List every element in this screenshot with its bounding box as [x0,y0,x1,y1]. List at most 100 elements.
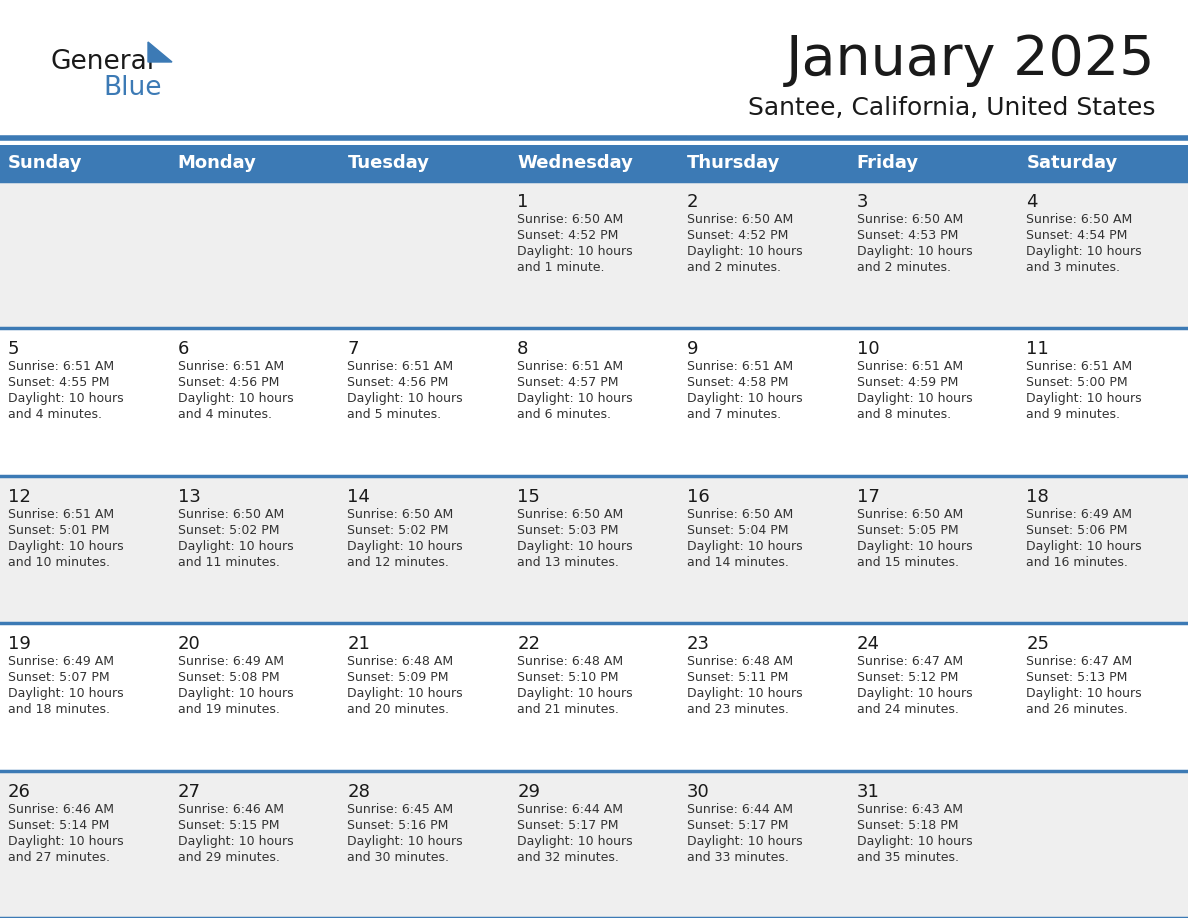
Text: Sunrise: 6:50 AM: Sunrise: 6:50 AM [687,508,794,521]
Text: Sunset: 5:17 PM: Sunset: 5:17 PM [687,819,789,832]
Text: Sunrise: 6:47 AM: Sunrise: 6:47 AM [857,655,962,668]
Text: and 2 minutes.: and 2 minutes. [857,261,950,274]
Text: and 21 minutes.: and 21 minutes. [517,703,619,716]
Text: January 2025: January 2025 [785,33,1155,87]
Text: and 12 minutes.: and 12 minutes. [347,555,449,569]
Bar [340,145,510,181]
Text: Daylight: 10 hours: Daylight: 10 hours [857,688,972,700]
Text: Sunset: 4:52 PM: Sunset: 4:52 PM [517,229,619,242]
Text: Sunrise: 6:49 AM: Sunrise: 6:49 AM [1026,508,1132,521]
Text: Sunrise: 6:48 AM: Sunrise: 6:48 AM [347,655,454,668]
Text: Daylight: 10 hours: Daylight: 10 hours [857,392,972,406]
Text: Daylight: 10 hours: Daylight: 10 hours [517,688,633,700]
Text: Sunset: 5:05 PM: Sunset: 5:05 PM [857,524,959,537]
Text: and 13 minutes.: and 13 minutes. [517,555,619,569]
Text: Daylight: 10 hours: Daylight: 10 hours [857,540,972,553]
Text: Sunset: 5:04 PM: Sunset: 5:04 PM [687,524,789,537]
Text: Daylight: 10 hours: Daylight: 10 hours [178,834,293,847]
Text: Daylight: 10 hours: Daylight: 10 hours [178,688,293,700]
Text: Sunrise: 6:51 AM: Sunrise: 6:51 AM [687,361,792,374]
Text: Friday: Friday [857,154,918,172]
Text: Sunset: 5:12 PM: Sunset: 5:12 PM [857,671,958,684]
Text: 25: 25 [1026,635,1049,654]
Text: and 4 minutes.: and 4 minutes. [178,409,272,421]
Text: and 23 minutes.: and 23 minutes. [687,703,789,716]
Text: Daylight: 10 hours: Daylight: 10 hours [1026,245,1142,258]
Bar [0,476,1188,623]
Text: Sunrise: 6:50 AM: Sunrise: 6:50 AM [857,508,962,521]
Text: Sunset: 5:16 PM: Sunset: 5:16 PM [347,819,449,832]
Text: 4: 4 [1026,193,1038,211]
Text: Sunset: 4:56 PM: Sunset: 4:56 PM [178,376,279,389]
Text: 12: 12 [8,487,31,506]
Text: Sunset: 5:18 PM: Sunset: 5:18 PM [857,819,958,832]
Text: Daylight: 10 hours: Daylight: 10 hours [857,245,972,258]
Text: and 6 minutes.: and 6 minutes. [517,409,611,421]
Text: and 26 minutes.: and 26 minutes. [1026,703,1129,716]
Text: Wednesday: Wednesday [517,154,633,172]
Text: Daylight: 10 hours: Daylight: 10 hours [178,540,293,553]
Bar [0,329,1188,476]
Text: 6: 6 [178,341,189,358]
Text: 15: 15 [517,487,541,506]
Text: 11: 11 [1026,341,1049,358]
Text: and 14 minutes.: and 14 minutes. [687,555,789,569]
Text: Daylight: 10 hours: Daylight: 10 hours [347,688,463,700]
Text: and 24 minutes.: and 24 minutes. [857,703,959,716]
Text: Sunset: 5:07 PM: Sunset: 5:07 PM [8,671,109,684]
Text: 14: 14 [347,487,371,506]
Text: Sunset: 4:59 PM: Sunset: 4:59 PM [857,376,958,389]
Text: 7: 7 [347,341,359,358]
Text: and 29 minutes.: and 29 minutes. [178,851,279,864]
Text: Sunset: 4:52 PM: Sunset: 4:52 PM [687,229,788,242]
Text: Santee, California, United States: Santee, California, United States [747,96,1155,120]
Text: Sunset: 5:14 PM: Sunset: 5:14 PM [8,819,109,832]
Text: and 8 minutes.: and 8 minutes. [857,409,950,421]
Text: Sunrise: 6:51 AM: Sunrise: 6:51 AM [517,361,624,374]
Text: Sunrise: 6:45 AM: Sunrise: 6:45 AM [347,802,454,815]
Text: Daylight: 10 hours: Daylight: 10 hours [8,392,124,406]
Text: Sunrise: 6:47 AM: Sunrise: 6:47 AM [1026,655,1132,668]
Text: Sunset: 5:17 PM: Sunset: 5:17 PM [517,819,619,832]
Text: Sunset: 5:15 PM: Sunset: 5:15 PM [178,819,279,832]
Text: 26: 26 [8,783,31,800]
Bar [0,145,170,181]
Text: 16: 16 [687,487,709,506]
Text: Sunset: 5:02 PM: Sunset: 5:02 PM [347,524,449,537]
Text: Sunrise: 6:49 AM: Sunrise: 6:49 AM [178,655,284,668]
Text: Monday: Monday [178,154,257,172]
Text: Daylight: 10 hours: Daylight: 10 hours [1026,392,1142,406]
Bar [510,145,678,181]
Bar [848,145,1018,181]
Bar [0,770,1188,918]
Text: Daylight: 10 hours: Daylight: 10 hours [687,540,802,553]
Text: and 32 minutes.: and 32 minutes. [517,851,619,864]
Text: Daylight: 10 hours: Daylight: 10 hours [8,540,124,553]
Text: 8: 8 [517,341,529,358]
Text: Sunday: Sunday [8,154,82,172]
Text: Sunset: 4:57 PM: Sunset: 4:57 PM [517,376,619,389]
Text: Sunrise: 6:51 AM: Sunrise: 6:51 AM [8,361,114,374]
Text: Daylight: 10 hours: Daylight: 10 hours [1026,688,1142,700]
Text: Sunrise: 6:46 AM: Sunrise: 6:46 AM [8,802,114,815]
Text: Sunset: 5:09 PM: Sunset: 5:09 PM [347,671,449,684]
Text: Sunset: 4:55 PM: Sunset: 4:55 PM [8,376,109,389]
Text: Sunrise: 6:44 AM: Sunrise: 6:44 AM [687,802,792,815]
Text: Sunrise: 6:48 AM: Sunrise: 6:48 AM [687,655,792,668]
Text: 19: 19 [8,635,31,654]
Text: and 3 minutes.: and 3 minutes. [1026,261,1120,274]
Bar [0,623,1188,770]
Bar [678,145,848,181]
Text: 23: 23 [687,635,710,654]
Text: 9: 9 [687,341,699,358]
Text: Sunset: 5:13 PM: Sunset: 5:13 PM [1026,671,1127,684]
Text: and 27 minutes.: and 27 minutes. [8,851,110,864]
Text: and 35 minutes.: and 35 minutes. [857,851,959,864]
Text: and 2 minutes.: and 2 minutes. [687,261,781,274]
Text: Daylight: 10 hours: Daylight: 10 hours [517,540,633,553]
Text: Sunset: 5:08 PM: Sunset: 5:08 PM [178,671,279,684]
Text: and 33 minutes.: and 33 minutes. [687,851,789,864]
Text: and 15 minutes.: and 15 minutes. [857,555,959,569]
Text: Sunset: 5:11 PM: Sunset: 5:11 PM [687,671,788,684]
Text: and 5 minutes.: and 5 minutes. [347,409,442,421]
